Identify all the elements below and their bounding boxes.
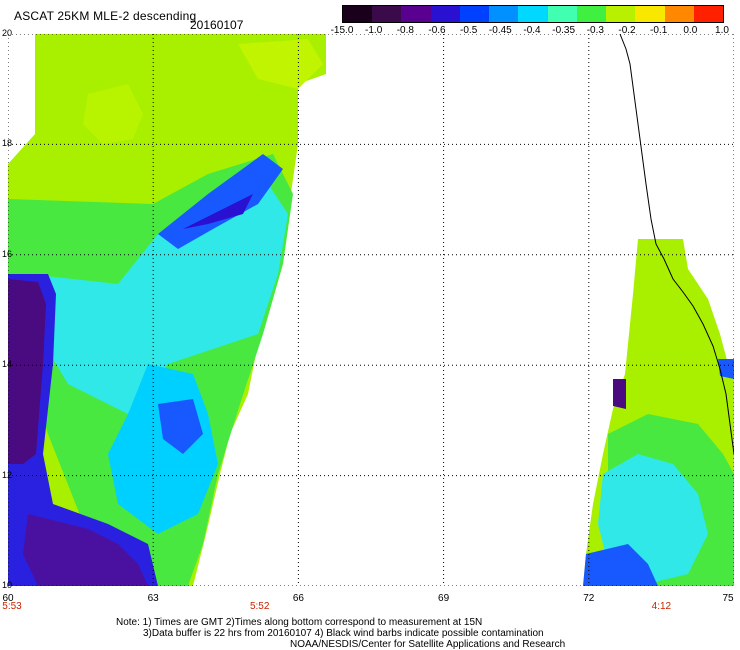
colorbar-tick-label: -0.6	[428, 25, 446, 36]
colorbar-tick-label: -1.0	[365, 25, 383, 36]
latitude-label: 16	[2, 248, 13, 259]
time-label: 5:52	[249, 601, 270, 612]
left-swath	[8, 34, 326, 586]
coastline	[619, 34, 734, 455]
swath-map	[8, 34, 734, 586]
note-line-3: NOAA/NESDIS/Center for Satellite Applica…	[290, 639, 566, 650]
colorbar-tick-label: -0.35	[552, 25, 576, 36]
colorbar-tick-label: 0.0	[683, 25, 698, 36]
longitude-label: 60	[2, 593, 14, 604]
product-title: ASCAT 25KM MLE-2 descending	[14, 9, 197, 23]
colorbar-segment	[693, 6, 724, 22]
latitude-label: 18	[2, 138, 13, 149]
longitude-label: 63	[147, 593, 159, 604]
longitude-label: 72	[583, 593, 595, 604]
colorbar-tick-label: -0.2	[618, 25, 636, 36]
colorbar-segment	[664, 6, 695, 22]
colorbar-tick-label: -0.3	[586, 25, 604, 36]
colorbar-segment	[606, 6, 636, 22]
latitude-label: 12	[2, 469, 13, 480]
colorbar	[342, 5, 724, 23]
colorbar-segment	[459, 6, 490, 22]
colorbar-segment	[401, 6, 432, 22]
time-label: 4:12	[651, 601, 672, 612]
latitude-label: 14	[2, 359, 13, 370]
colorbar-segment	[547, 6, 578, 22]
longitude-label: 69	[438, 593, 450, 604]
graticule	[8, 34, 734, 586]
note-line-2: 3)Data buffer is 22 hrs from 20160107 4)…	[143, 628, 544, 639]
colorbar-tick-label: -0.45	[488, 25, 512, 36]
colorbar-tick-label: -0.1	[650, 25, 668, 36]
longitude-label: 66	[292, 593, 304, 604]
right-swath	[583, 239, 734, 586]
latitude-label: 20	[2, 28, 13, 38]
longitude-label: 75	[722, 593, 734, 604]
colorbar-tick-label: -15.0	[330, 25, 354, 36]
time-label: 5:53	[2, 601, 22, 612]
colorbar-segment	[576, 6, 607, 22]
colorbar-segment	[343, 6, 373, 22]
colorbar-tick-label: -0.4	[523, 25, 541, 36]
colorbar-segment	[518, 6, 549, 22]
colorbar-tick-label: -0.5	[460, 25, 478, 36]
colorbar-segment	[430, 6, 461, 22]
colorbar-segment	[372, 6, 402, 22]
product-date: 20160107	[190, 18, 244, 32]
latitude-label: 10	[2, 580, 13, 590]
colorbar-tick-label: -0.8	[396, 25, 414, 36]
note-line-1: Note: 1) Times are GMT 2)Times along bot…	[116, 617, 483, 628]
colorbar-tick-label: 1.0	[715, 25, 729, 36]
colorbar-segment	[635, 6, 666, 22]
colorbar-segment	[489, 6, 519, 22]
